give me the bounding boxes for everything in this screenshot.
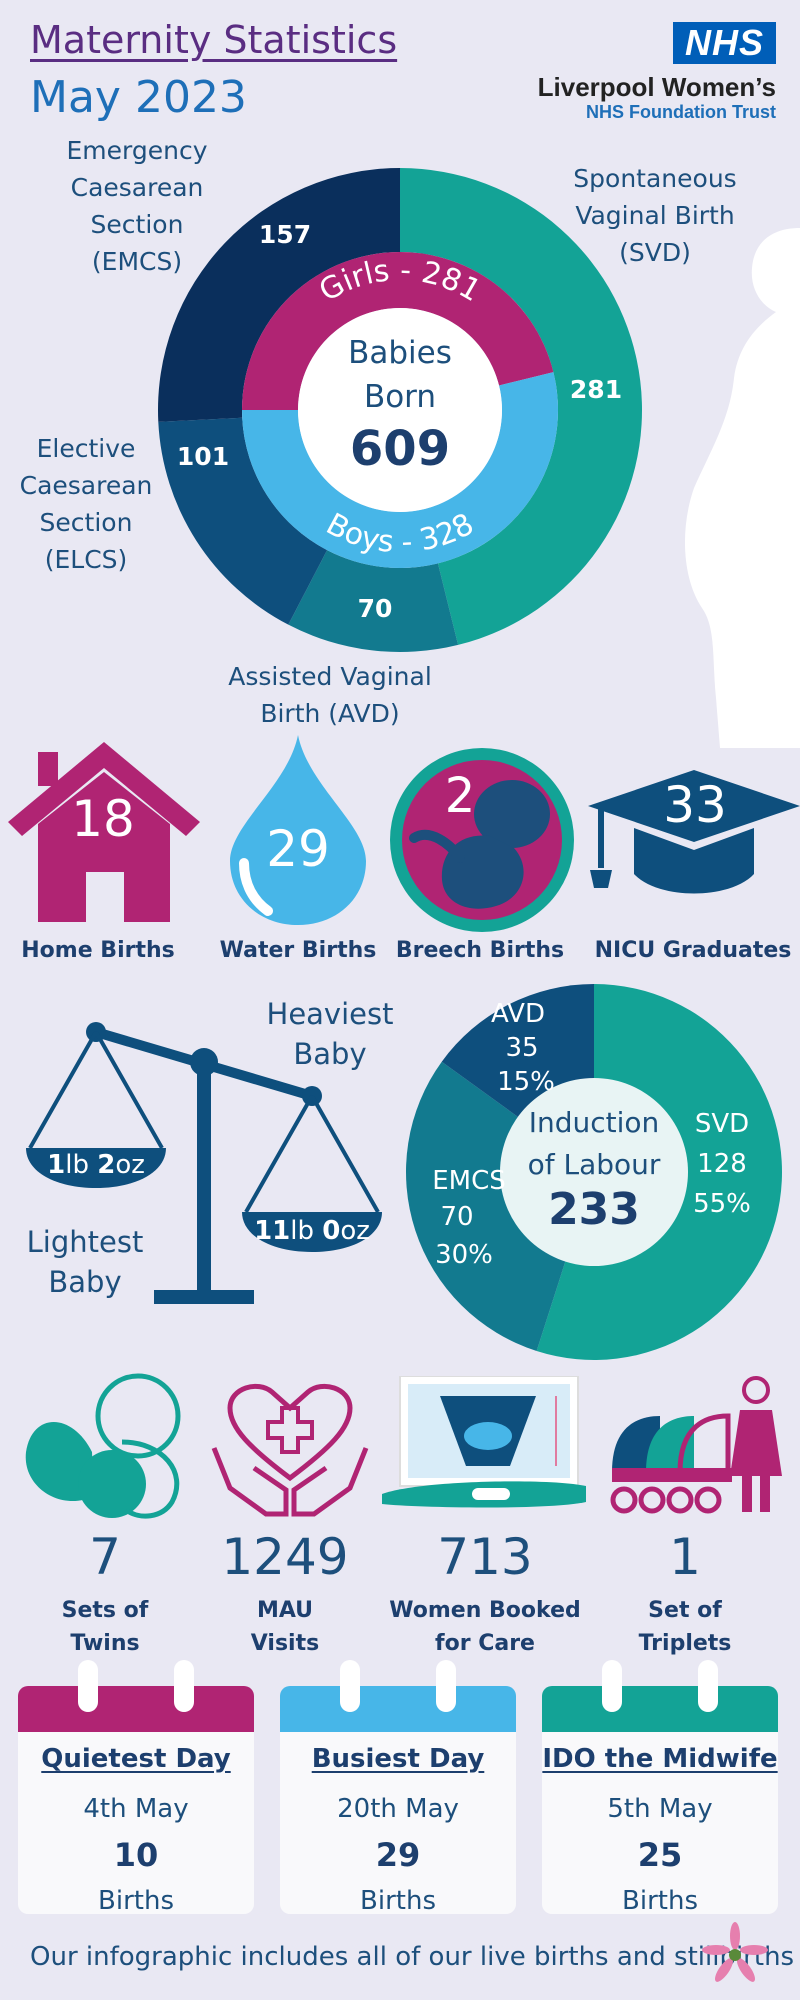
- pregnant-woman-silhouette-icon: [684, 228, 800, 748]
- baby-in-womb-icon: [390, 748, 574, 932]
- calendar-body: [542, 1732, 778, 1914]
- nhs-logo: NHS: [673, 22, 776, 64]
- trust-subtitle: NHS Foundation Trust: [586, 102, 776, 122]
- trust-name: Liverpool Women’s: [537, 72, 776, 102]
- mau-visits-value: 1249: [221, 1528, 349, 1586]
- nicu-graduates-label: NICU Graduates: [594, 938, 792, 963]
- calendar-header: [542, 1686, 778, 1732]
- calendar-ring: [602, 1660, 622, 1712]
- breech-births-label: Breech Births: [395, 938, 565, 963]
- honeysuckle-flower-icon: [702, 1922, 768, 1982]
- calendar-header: [280, 1686, 516, 1732]
- calendar-body: [18, 1732, 254, 1914]
- page-title: Maternity Statistics: [30, 18, 398, 62]
- induction-pie-chart: Induction of Labour 233 SVD 128 55% EMCS…: [406, 984, 782, 1360]
- svd-slice-value: 128: [697, 1149, 747, 1179]
- water-drop-icon: [230, 735, 366, 925]
- page-subtitle: May 2023: [30, 72, 247, 123]
- avd-label: Assisted Vaginal Birth (AVD): [228, 662, 432, 728]
- sex-segment-0: [242, 252, 554, 410]
- avd-slice-percent: 15%: [497, 1067, 555, 1097]
- emcs-slice-percent: 30%: [435, 1240, 493, 1270]
- calendar-date: 4th May: [83, 1794, 189, 1824]
- house-icon: [8, 742, 200, 922]
- lightest-baby-value: 1lb 2oz: [47, 1150, 145, 1180]
- calendar-ring: [174, 1660, 194, 1712]
- calendar-date: 5th May: [607, 1794, 713, 1824]
- avd-slice-value: 35: [505, 1033, 538, 1063]
- prams-icon: [610, 1376, 782, 1514]
- calendar-value: 25: [637, 1836, 683, 1874]
- calendar-busiest-day: Busiest Day 20th May 29 Births: [280, 1660, 516, 1916]
- donut-center-hole: [298, 308, 502, 512]
- twins-value: 7: [89, 1528, 121, 1586]
- triplets-value: 1: [669, 1528, 701, 1586]
- scales-icon: [26, 1022, 382, 1304]
- babies-born-line1: Babies: [348, 335, 452, 371]
- sex-segment-1: [242, 372, 558, 569]
- lightest-baby-label: Lightest Baby: [26, 1225, 144, 1299]
- women-booked-value: 713: [437, 1528, 533, 1586]
- births-segment-3: [158, 168, 400, 422]
- home-births-label: Home Births: [21, 938, 175, 963]
- mau-visits-label: MAU Visits: [250, 1598, 320, 1656]
- babies-born-line2: Born: [364, 379, 436, 415]
- svd-slice-percent: 55%: [693, 1189, 751, 1219]
- induction-line2: of Labour: [528, 1148, 661, 1181]
- avd-slice-name: AVD: [491, 999, 545, 1029]
- calendar-unit: Births: [360, 1886, 436, 1916]
- twins-icon: [25, 1373, 181, 1519]
- heaviest-baby-value: 11lb 0oz: [254, 1216, 370, 1246]
- graduation-cap-icon: [588, 770, 800, 894]
- calendar-title: Quietest Day: [41, 1744, 231, 1774]
- births-segment-2: [158, 417, 328, 625]
- calendar-ring: [78, 1660, 98, 1712]
- water-births-value: 29: [266, 820, 330, 878]
- calendar-quietest-day: Quietest Day 4th May 10 Births: [18, 1660, 254, 1916]
- calendar-ring: [698, 1660, 718, 1712]
- calendar-header: [18, 1686, 254, 1732]
- births-segment-0: [400, 168, 642, 645]
- births-segment-1: [288, 550, 459, 652]
- calendar-ido-midwife: IDO the Midwife 5th May 25 Births: [542, 1660, 778, 1916]
- calendar-value: 29: [375, 1836, 421, 1874]
- women-booked-label: Women Booked for Care: [389, 1598, 581, 1656]
- elcs-label: Elective Caesarean Section (ELCS): [19, 434, 153, 574]
- breech-births-value: 2: [444, 768, 476, 824]
- calendar-unit: Births: [622, 1886, 698, 1916]
- twins-label: Sets of Twins: [61, 1598, 149, 1656]
- water-births-label: Water Births: [219, 938, 377, 963]
- heart-hands-icon: [211, 1383, 369, 1517]
- pie-center-hole: [500, 1078, 688, 1266]
- births-donut-chart: Girls - 281 Boys - 328 Babies Born 609 2…: [158, 168, 642, 652]
- triplets-label: Set of Triplets: [638, 1598, 732, 1656]
- emcs-value: 157: [259, 220, 311, 249]
- calendar-title: IDO the Midwife: [542, 1744, 778, 1774]
- calendar-body: [280, 1732, 516, 1914]
- emcs-label: Emergency Caesarean Section (EMCS): [66, 136, 208, 276]
- induction-total: 233: [548, 1184, 640, 1235]
- calendar-title: Busiest Day: [311, 1744, 485, 1774]
- calendar-ring: [436, 1660, 456, 1712]
- calendar-ring: [340, 1660, 360, 1712]
- elcs-value: 101: [177, 442, 229, 471]
- calendar-unit: Births: [98, 1886, 174, 1916]
- svd-value: 281: [570, 375, 622, 404]
- nicu-graduates-value: 33: [663, 776, 727, 834]
- svd-slice-name: SVD: [695, 1109, 749, 1139]
- induction-line1: Induction: [529, 1106, 660, 1139]
- heaviest-baby-label: Heaviest Baby: [266, 997, 394, 1071]
- home-births-value: 18: [71, 790, 135, 848]
- calendar-value: 10: [113, 1836, 159, 1874]
- ultrasound-icon: [382, 1376, 586, 1508]
- avd-value: 70: [358, 594, 393, 623]
- emcs-slice-value: 70: [440, 1202, 473, 1232]
- emcs-slice-name: EMCS: [432, 1166, 506, 1196]
- footer-note: Our infographic includes all of our live…: [30, 1942, 795, 1972]
- babies-born-total: 609: [350, 421, 450, 477]
- svd-label: Spontaneous Vaginal Birth (SVD): [573, 164, 737, 267]
- induction-slice-1: [406, 1061, 594, 1352]
- calendar-date: 20th May: [337, 1794, 459, 1824]
